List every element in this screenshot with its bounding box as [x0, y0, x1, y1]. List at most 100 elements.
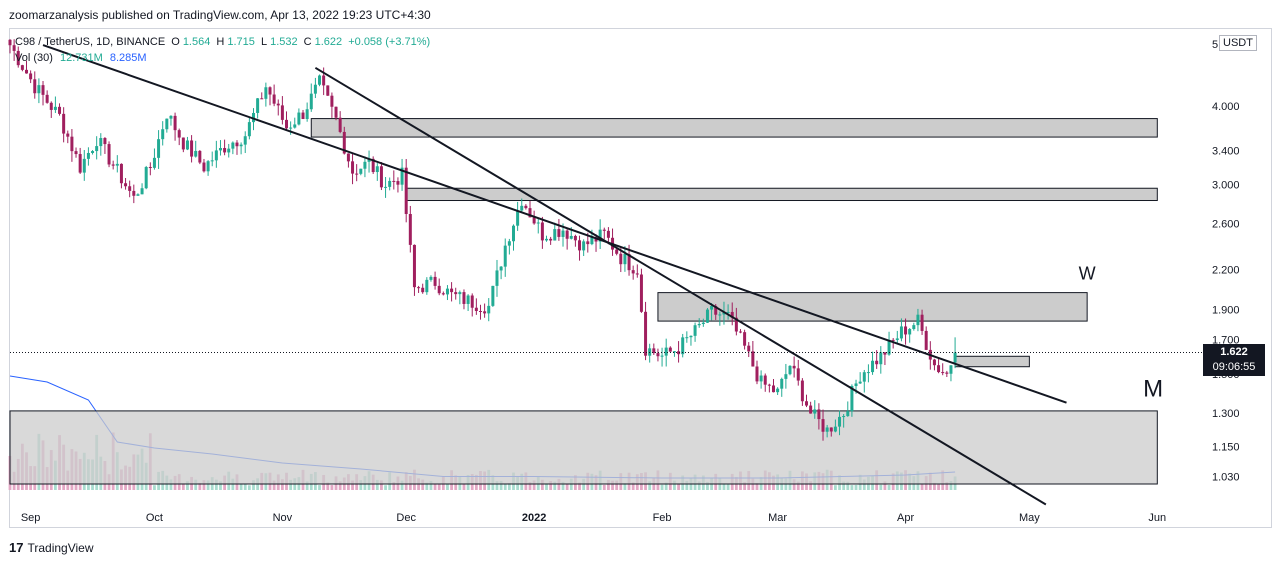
candle-body: [681, 337, 685, 355]
candle-body: [223, 148, 227, 153]
x-tick-label: Jun: [1148, 512, 1166, 524]
candle-body: [685, 337, 689, 339]
candle-body: [119, 163, 123, 184]
volume-bar: [677, 483, 680, 490]
candle-body: [181, 137, 185, 150]
volume-bar: [545, 483, 548, 490]
candle-body: [305, 109, 309, 120]
candle-body: [858, 381, 862, 384]
candle-body: [738, 331, 742, 333]
candle-body: [949, 365, 953, 374]
volume-bar: [846, 481, 850, 490]
candle-body: [198, 150, 202, 163]
candle-body: [916, 314, 920, 326]
candle-body: [710, 305, 714, 310]
candle-body: [29, 73, 33, 80]
candle-body: [833, 426, 837, 432]
y-tick-label: 1.900: [1212, 304, 1240, 316]
candle-body: [190, 140, 194, 157]
candle-body: [553, 229, 557, 241]
candle-body: [817, 409, 821, 420]
volume-bar: [611, 480, 614, 490]
candle-body: [578, 240, 582, 251]
candle-body: [334, 106, 338, 118]
candle-body: [433, 276, 437, 286]
candle-body: [743, 332, 747, 346]
resistance-zone-3.6: [310, 118, 1158, 138]
candle-body: [875, 360, 879, 365]
volume-bar: [305, 481, 309, 490]
candle-body: [565, 230, 569, 239]
candle-body: [483, 311, 487, 314]
candle-body: [924, 330, 928, 350]
volume-legend: Vol (30) 12.731M 8.285M: [15, 52, 147, 64]
volume-bar: [384, 485, 387, 490]
volume-bar: [842, 481, 846, 490]
candle-body: [920, 314, 924, 331]
candle-body: [470, 295, 474, 308]
candle-body: [623, 254, 627, 265]
volume-bar: [243, 484, 247, 490]
candle-body: [825, 427, 829, 432]
candle-body: [318, 75, 322, 85]
candle-body: [285, 119, 289, 129]
candle-body: [714, 305, 718, 315]
candle-body: [256, 98, 260, 113]
candle-body: [866, 372, 870, 374]
candle-body: [767, 384, 771, 386]
currency-button[interactable]: USDT: [1219, 35, 1257, 51]
candle-body: [111, 164, 115, 166]
candle-body: [652, 348, 656, 354]
volume-bar: [834, 485, 837, 490]
candle-body: [644, 311, 648, 356]
candle-body: [557, 229, 561, 237]
volume-bar: [722, 483, 726, 490]
candle-body: [466, 295, 470, 304]
volume-label[interactable]: Vol (30): [15, 52, 53, 64]
candle-body: [838, 416, 842, 427]
candle-body: [235, 142, 239, 147]
candle-body: [70, 136, 74, 152]
candle-body: [829, 427, 833, 432]
volume-bar: [437, 484, 441, 490]
candle-body: [37, 85, 41, 94]
candle-body: [590, 237, 594, 245]
candle-body: [437, 285, 441, 294]
candle-body: [478, 310, 482, 312]
footer-branding[interactable]: 17 TradingView: [9, 540, 94, 555]
candle-body: [388, 180, 392, 187]
candle-body: [280, 105, 284, 120]
candle-body: [602, 229, 606, 231]
candle-body: [408, 213, 412, 245]
candle-body: [231, 142, 235, 149]
volume-bar: [359, 480, 363, 490]
candle-body: [338, 117, 342, 132]
last-price-value: 1.622: [1220, 346, 1248, 358]
volume-bar: [607, 479, 610, 490]
candle-body: [417, 287, 421, 289]
candle-body: [722, 312, 726, 315]
volume-bar: [194, 479, 198, 490]
candle-body: [899, 326, 903, 339]
candle-body: [573, 235, 577, 241]
candle-body: [796, 368, 800, 381]
high-label: H: [216, 36, 225, 48]
candle-body: [842, 416, 846, 418]
candle-body: [379, 166, 383, 188]
candle-body: [458, 292, 462, 295]
candle-body: [747, 345, 751, 352]
candle-body: [289, 127, 293, 129]
candle-body: [148, 167, 152, 169]
volume-bar: [937, 484, 940, 490]
symbol-label[interactable]: C98 / TetherUS, 1D, BINANCE: [15, 36, 166, 48]
candle-body: [895, 338, 899, 340]
candle-body: [301, 112, 305, 120]
candle-body: [239, 144, 243, 147]
candle-body: [883, 352, 887, 355]
candle-body: [854, 383, 858, 387]
candle-body: [615, 249, 619, 254]
candle-body: [487, 305, 491, 314]
volume-bar: [809, 481, 813, 490]
candle-body: [763, 375, 767, 385]
